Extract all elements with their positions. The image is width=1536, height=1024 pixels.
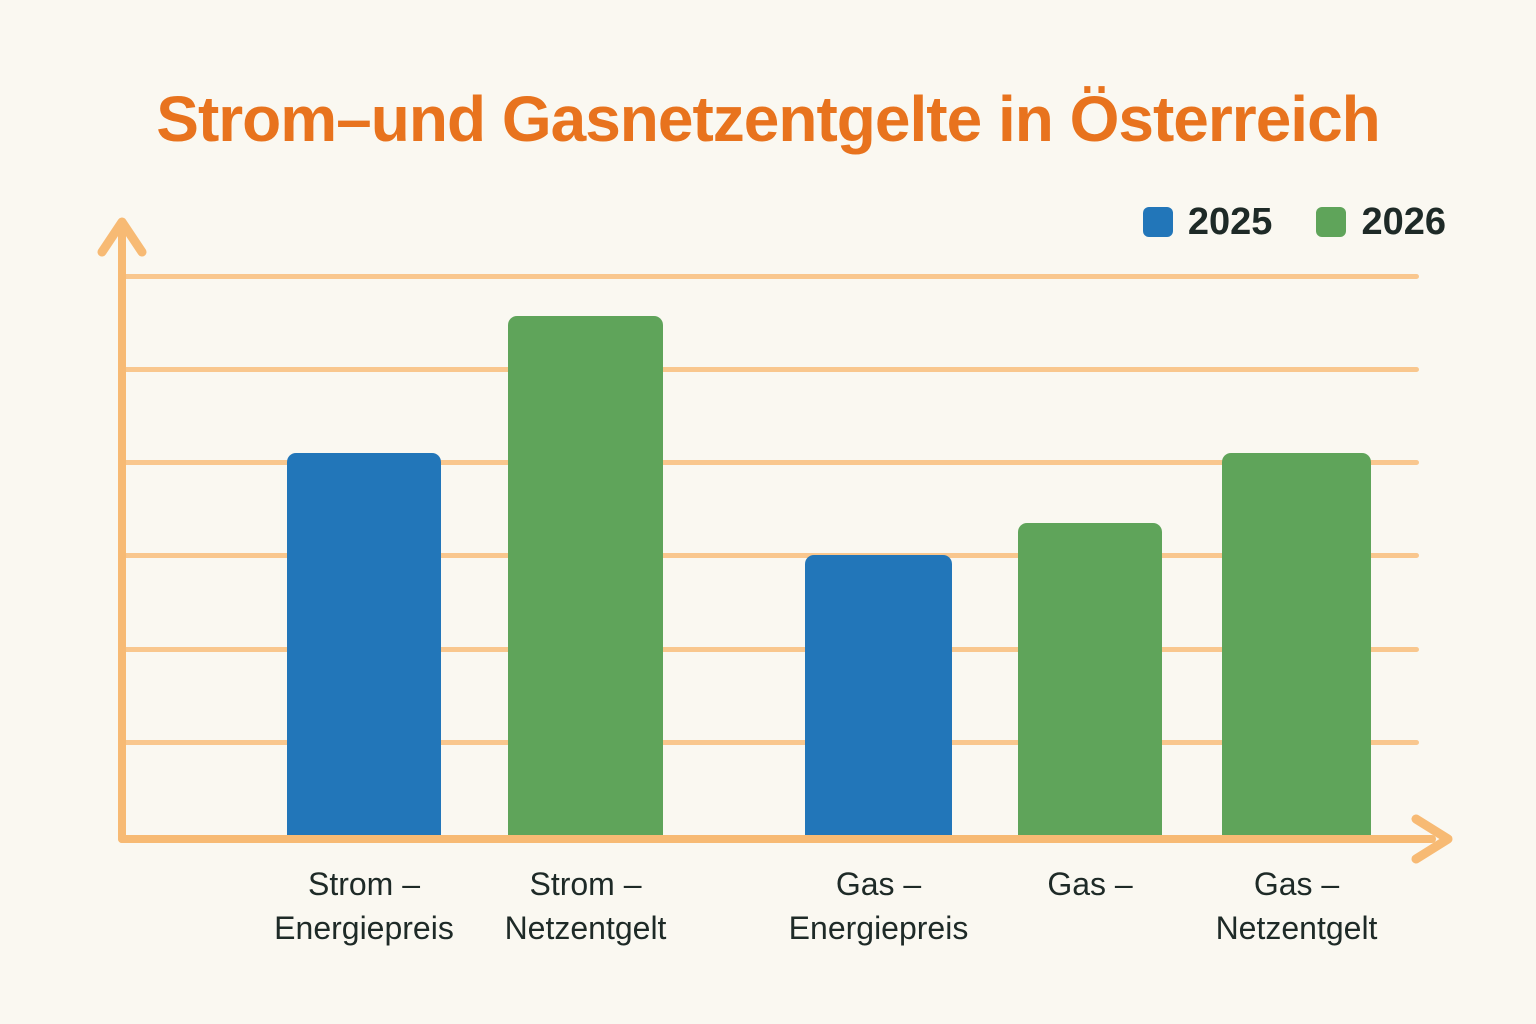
category-label: Strom – Energiepreis [274,862,454,950]
category-label-line: Strom – [529,866,642,902]
y-axis [118,230,126,843]
gridline [122,460,1419,465]
category-label: Gas – [1047,862,1132,906]
category-label-line: Gas – [1253,866,1340,902]
legend-swatch-2026-icon [1316,207,1347,237]
x-axis-arrow-icon [1411,814,1453,864]
legend: 2025 2026 [1142,201,1446,243]
category-label-line: Strom – [307,866,421,902]
category-label-line: Gas – [1047,866,1133,902]
chart-title: Strom–und Gasnetzentgelte in Österreich [156,83,1381,155]
gridline [122,553,1419,558]
legend-label-2025: 2025 [1187,201,1273,243]
category-label: Gas – Energiepreis [789,862,969,950]
bar-2026-strom-netzentgelt [508,316,663,835]
category-label-line: Gas – [835,866,922,902]
category-label-line: Netzentgelt [504,910,667,946]
category-label-line: Energiepreis [274,910,454,946]
y-axis-arrow-icon [97,217,147,257]
bar-2026-gas [1018,523,1162,835]
bar-2026-gas-netzentgelt [1222,453,1371,835]
legend-swatch-2025-icon [1142,207,1173,237]
category-label: Strom – Netzentgelt [505,862,667,950]
bar-2025-gas-energiepreis [805,555,952,835]
gridline [122,367,1419,372]
category-axis-labels: Strom – Energiepreis Strom – Netzentgelt Gas… [122,862,1419,972]
category-label-line: Netzentgelt [1215,910,1378,946]
gridline [122,274,1419,279]
x-axis [118,835,1436,843]
legend-item-2025: 2025 [1142,201,1273,243]
plot-area [122,220,1419,835]
gridline [122,740,1419,745]
category-label: Gas – Netzentgelt [1216,862,1378,950]
gridline [122,647,1419,652]
legend-label-2026: 2026 [1361,201,1446,243]
legend-item-2026: 2026 [1316,203,1446,241]
bar-2025-strom-energiepreis [287,453,441,835]
category-label-line: Energiepreis [788,910,969,946]
